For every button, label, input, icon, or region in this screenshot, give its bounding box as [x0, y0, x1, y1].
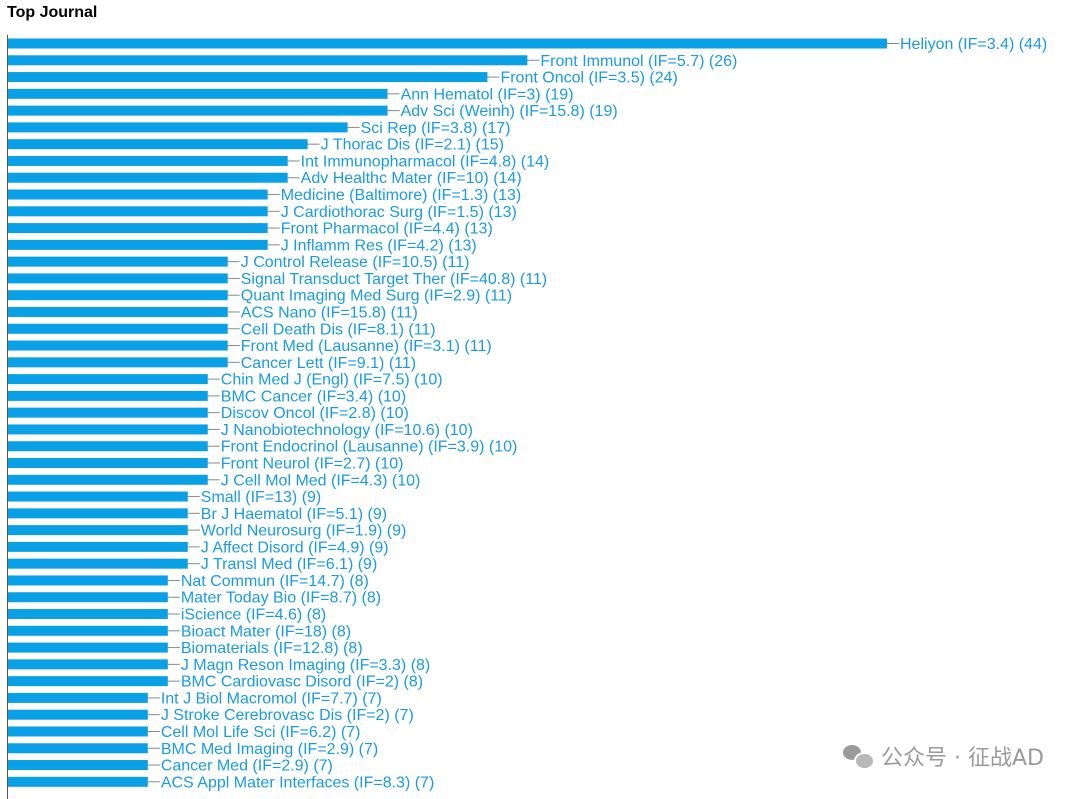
bar-label: Int J Biol Macromol (IF=7.7) (7)	[161, 690, 382, 707]
bar	[8, 760, 148, 771]
bar-label: Cancer Lett (IF=9.1) (11)	[241, 355, 416, 372]
bar	[8, 172, 288, 183]
bar	[8, 474, 208, 485]
bar-label: J Cell Mol Med (IF=4.3) (10)	[221, 472, 421, 489]
bar-label: J Nanobiotechnology (IF=10.6) (10)	[221, 422, 473, 439]
bar-label: Int Immunopharmacol (IF=4.8) (14)	[301, 153, 550, 170]
bar	[8, 273, 228, 284]
bar-label: Discov Oncol (IF=2.8) (10)	[221, 405, 409, 422]
bar	[8, 709, 148, 720]
bar	[8, 558, 188, 569]
bar	[8, 541, 188, 552]
bar	[8, 72, 488, 83]
bar	[8, 155, 288, 166]
bar-label: Front Med (Lausanne) (IF=3.1) (11)	[241, 338, 492, 355]
bar	[8, 55, 528, 66]
bar-label: J Magn Reson Imaging (IF=3.3) (8)	[181, 657, 430, 674]
bar-label: J Cardiothorac Surg (IF=1.5) (13)	[281, 204, 517, 221]
bar-label: Nat Commun (IF=14.7) (8)	[181, 573, 369, 590]
bar-label: Sci Rep (IF=3.8) (17)	[361, 120, 511, 137]
bar-label: BMC Cardiovasc Disord (IF=2) (8)	[181, 674, 423, 691]
bars-layer: Heliyon (IF=3.4) (44) Front Immunol (IF=5…	[8, 36, 1047, 791]
bar	[8, 676, 168, 687]
bar	[8, 256, 228, 267]
bar-label: World Neurosurg (IF=1.9) (9)	[201, 523, 407, 540]
bar-label: Front Immunol (IF=5.7) (26)	[540, 53, 737, 70]
bar-label: ACS Nano (IF=15.8) (11)	[241, 304, 418, 321]
bar	[8, 575, 168, 586]
bar	[8, 290, 228, 301]
bar-label: Bioact Mater (IF=18) (8)	[181, 623, 351, 640]
bar	[8, 390, 208, 401]
bar	[8, 88, 388, 99]
bar-label: Front Pharmacol (IF=4.4) (13)	[281, 221, 493, 238]
bar	[8, 743, 148, 754]
bar	[8, 374, 208, 385]
bar	[8, 239, 268, 250]
bar	[8, 38, 887, 49]
bar	[8, 306, 228, 317]
bar	[8, 323, 228, 334]
bar	[8, 776, 148, 787]
bar-label: Chin Med J (Engl) (IF=7.5) (10)	[221, 372, 443, 389]
bar	[8, 525, 188, 536]
bar-label: Heliyon (IF=3.4) (44)	[900, 36, 1047, 53]
bar-label: Cancer Med (IF=2.9) (7)	[161, 758, 333, 775]
bar	[8, 340, 228, 351]
bar-label: iScience (IF=4.6) (8)	[181, 607, 326, 624]
bar-label: J Thorac Dis (IF=2.1) (15)	[321, 137, 504, 154]
bar	[8, 491, 188, 502]
bar	[8, 441, 208, 452]
bar	[8, 189, 268, 200]
bar-label: J Affect Disord (IF=4.9) (9)	[201, 539, 389, 556]
bar-label: Medicine (Baltimore) (IF=1.3) (13)	[281, 187, 522, 204]
bar	[8, 508, 188, 519]
bar	[8, 609, 168, 620]
bar	[8, 458, 208, 468]
bar	[8, 692, 148, 703]
bar	[8, 139, 308, 150]
bar-label: ACS Appl Mater Interfaces (IF=8.3) (7)	[161, 774, 434, 791]
bar-label: J Transl Med (IF=6.1) (9)	[201, 556, 378, 573]
bar-label: Adv Healthc Mater (IF=10) (14)	[301, 170, 522, 187]
bar	[8, 592, 168, 603]
bar-label: Biomaterials (IF=12.8) (8)	[181, 640, 363, 657]
bar-label: Front Neurol (IF=2.7) (10)	[221, 456, 404, 473]
watermark: 公众号 · 征战AD	[843, 740, 1044, 772]
bar	[8, 625, 168, 636]
bar	[8, 206, 268, 217]
bar-label: Front Oncol (IF=3.5) (24)	[500, 70, 677, 87]
bar	[8, 642, 168, 653]
bar-label: Cell Mol Life Sci (IF=6.2) (7)	[161, 724, 361, 741]
bar	[8, 223, 268, 234]
bar-label: BMC Cancer (IF=3.4) (10)	[221, 388, 406, 405]
bar	[8, 424, 208, 435]
bar	[8, 122, 348, 133]
bar-label: J Stroke Cerebrovasc Dis (IF=2) (7)	[161, 707, 414, 724]
bar-label: Ann Hematol (IF=3) (19)	[401, 86, 574, 103]
bar-label: J Control Release (IF=10.5) (11)	[241, 254, 470, 271]
bar-label: Cell Death Dis (IF=8.1) (11)	[241, 321, 436, 338]
bar-label: Quant Imaging Med Surg (IF=2.9) (11)	[241, 288, 512, 305]
bar-label: Front Endocrinol (Lausanne) (IF=3.9) (10…	[221, 439, 518, 456]
bar-label: Mater Today Bio (IF=8.7) (8)	[181, 590, 381, 607]
bar-label: J Inflamm Res (IF=4.2) (13)	[281, 237, 477, 254]
bar-label: BMC Med Imaging (IF=2.9) (7)	[161, 741, 378, 758]
bar-label: Br J Haematol (IF=5.1) (9)	[201, 506, 387, 523]
wechat-icon	[843, 743, 876, 770]
bar	[8, 105, 388, 116]
bar	[8, 659, 168, 670]
chart-title: Top Journal	[7, 4, 98, 21]
bar	[8, 407, 208, 418]
bar-label: Small (IF=13) (9)	[201, 489, 321, 506]
bar-label: Adv Sci (Weinh) (IF=15.8) (19)	[401, 103, 618, 120]
watermark-text: 公众号 · 征战AD	[881, 746, 1044, 771]
bar	[8, 726, 148, 737]
bar	[8, 357, 228, 368]
bar-label: Signal Transduct Target Ther (IF=40.8) (…	[241, 271, 547, 288]
